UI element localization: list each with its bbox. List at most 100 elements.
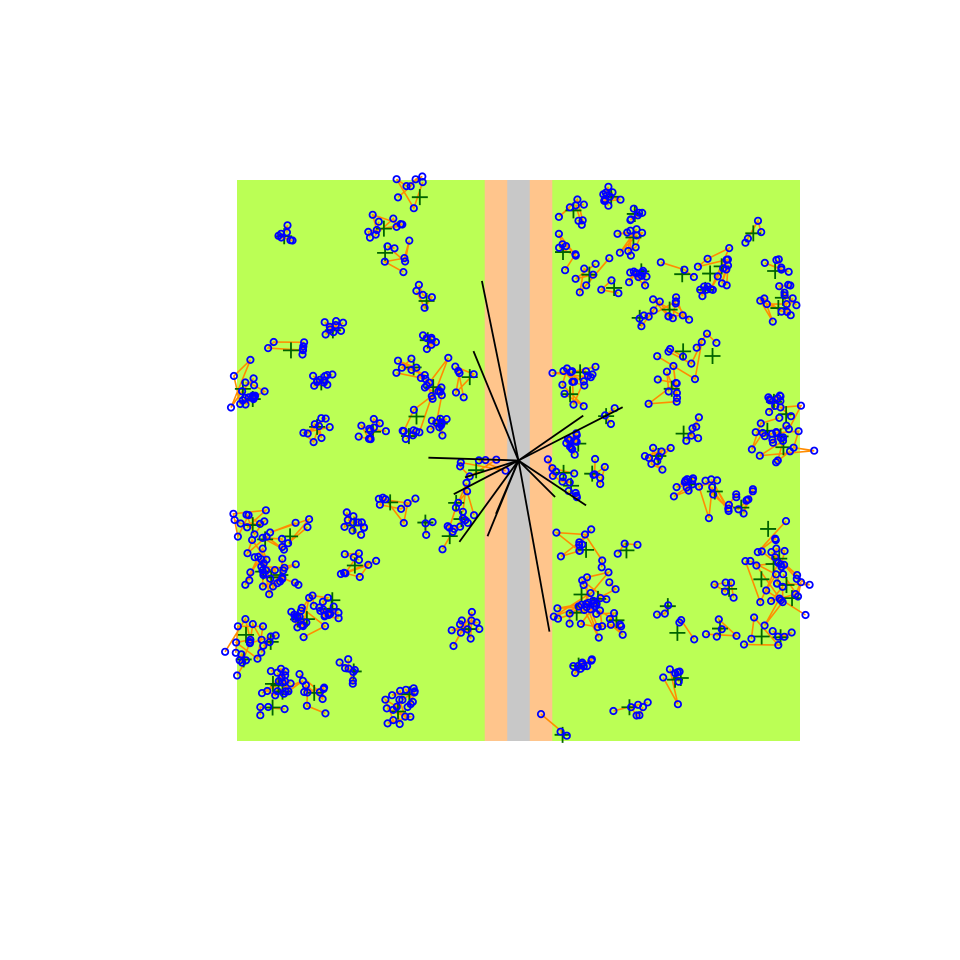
location-marker bbox=[472, 618, 481, 627]
location-marker bbox=[233, 532, 242, 541]
location-marker bbox=[412, 363, 421, 372]
home-range-center-marker bbox=[468, 462, 485, 479]
location-marker bbox=[456, 628, 465, 637]
location-marker bbox=[281, 687, 290, 696]
location-marker bbox=[226, 403, 236, 412]
location-marker bbox=[570, 668, 580, 678]
location-marker bbox=[299, 428, 308, 437]
location-marker bbox=[688, 476, 697, 485]
location-marker bbox=[669, 361, 678, 371]
location-marker bbox=[437, 383, 446, 392]
location-marker bbox=[720, 587, 730, 596]
home-range-center-marker bbox=[674, 266, 691, 283]
location-points-layer bbox=[221, 172, 819, 740]
location-marker bbox=[692, 343, 701, 352]
location-marker bbox=[369, 414, 378, 424]
location-marker bbox=[238, 396, 247, 405]
dispersal-line bbox=[486, 460, 520, 537]
location-marker bbox=[380, 257, 389, 266]
location-marker bbox=[340, 550, 349, 559]
location-marker bbox=[577, 660, 587, 669]
location-marker bbox=[638, 702, 648, 712]
location-marker bbox=[426, 425, 435, 434]
location-marker bbox=[257, 635, 266, 644]
location-marker bbox=[257, 562, 266, 571]
location-marker bbox=[246, 568, 255, 577]
location-marker bbox=[756, 597, 765, 607]
location-marker bbox=[556, 727, 565, 736]
location-marker bbox=[262, 555, 271, 564]
location-marker bbox=[665, 665, 675, 674]
location-marker bbox=[328, 370, 337, 379]
location-marker bbox=[587, 655, 597, 664]
location-marker bbox=[248, 535, 257, 545]
location-marker bbox=[654, 452, 664, 461]
location-marker bbox=[400, 257, 410, 266]
location-marker bbox=[618, 630, 627, 639]
location-marker bbox=[714, 615, 723, 624]
location-marker bbox=[712, 632, 721, 641]
location-marker bbox=[702, 329, 712, 338]
location-marker bbox=[405, 236, 414, 245]
location-marker bbox=[640, 451, 650, 461]
location-marker bbox=[571, 251, 580, 260]
location-marker bbox=[543, 455, 553, 464]
movement-path bbox=[698, 478, 730, 519]
home-range-center-marker bbox=[618, 542, 635, 559]
location-marker bbox=[469, 370, 478, 379]
location-marker bbox=[558, 472, 568, 482]
location-marker bbox=[246, 635, 255, 644]
location-marker bbox=[767, 547, 776, 557]
location-marker bbox=[320, 318, 329, 327]
movement-path bbox=[697, 246, 731, 290]
location-marker bbox=[579, 377, 588, 386]
location-marker bbox=[451, 388, 461, 397]
location-marker bbox=[626, 251, 636, 260]
location-marker bbox=[321, 709, 330, 718]
home-range-center-marker bbox=[306, 684, 323, 701]
location-marker bbox=[256, 711, 265, 720]
location-marker bbox=[310, 420, 319, 429]
location-marker bbox=[331, 320, 340, 330]
location-marker bbox=[390, 244, 399, 253]
location-marker bbox=[315, 688, 324, 697]
location-marker bbox=[323, 370, 332, 380]
location-marker bbox=[694, 413, 704, 422]
location-marker bbox=[747, 634, 756, 643]
location-marker bbox=[340, 663, 350, 673]
location-marker bbox=[420, 303, 429, 312]
location-marker bbox=[403, 498, 412, 508]
location-marker bbox=[451, 503, 460, 512]
location-marker bbox=[354, 432, 363, 441]
home-range-center-marker bbox=[778, 577, 795, 594]
location-marker bbox=[231, 648, 240, 657]
location-marker bbox=[294, 580, 303, 590]
location-marker bbox=[719, 264, 728, 273]
location-marker bbox=[597, 285, 606, 294]
location-marker bbox=[320, 621, 330, 631]
location-marker bbox=[613, 549, 622, 558]
location-marker bbox=[780, 546, 789, 556]
location-marker bbox=[631, 243, 640, 252]
home-range-center-marker bbox=[264, 699, 281, 716]
location-marker bbox=[588, 270, 598, 279]
home-range-center-marker bbox=[238, 626, 255, 643]
location-marker bbox=[721, 578, 730, 587]
location-marker bbox=[343, 515, 352, 525]
location-marker bbox=[536, 709, 546, 719]
location-marker bbox=[409, 405, 418, 414]
location-marker bbox=[438, 431, 447, 440]
location-marker bbox=[335, 658, 344, 667]
location-marker bbox=[605, 578, 614, 587]
location-marker bbox=[571, 488, 580, 498]
location-marker bbox=[576, 664, 585, 673]
movement-path bbox=[403, 393, 434, 433]
location-marker bbox=[792, 570, 802, 580]
location-marker bbox=[582, 573, 592, 582]
location-marker bbox=[246, 355, 255, 364]
location-marker bbox=[640, 281, 650, 290]
location-marker bbox=[554, 229, 564, 238]
location-marker bbox=[266, 632, 275, 641]
location-marker bbox=[348, 526, 357, 535]
